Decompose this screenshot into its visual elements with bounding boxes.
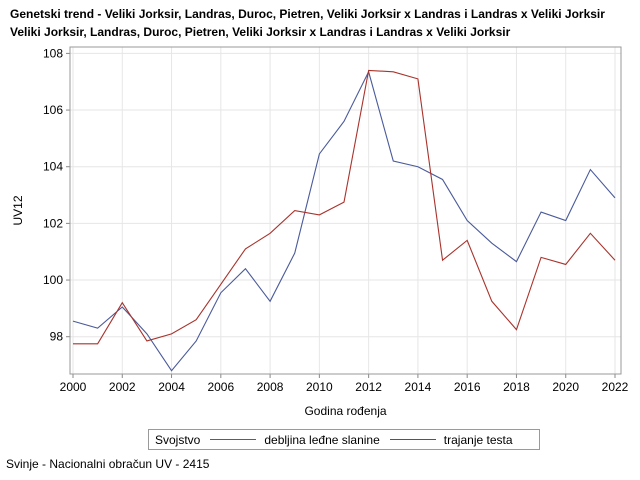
plot-frame — [69, 46, 622, 375]
x-axis-label: Godina rođenja — [304, 404, 386, 418]
y-tick-label: 108 — [43, 46, 63, 60]
x-tick-label: 2000 — [60, 380, 87, 394]
legend-swatch-blue — [210, 439, 257, 440]
x-tick-label: 2008 — [257, 380, 284, 394]
x-tick-label: 2018 — [503, 380, 530, 394]
y-tick-label: 98 — [50, 330, 64, 344]
x-tick-label: 2006 — [207, 380, 234, 394]
legend-swatch-red — [389, 439, 436, 440]
y-tick-label: 104 — [43, 160, 63, 174]
footnote: Svinje - Nacionalni obračun UV - 2415 — [6, 457, 210, 471]
x-tick-label: 2002 — [109, 380, 136, 394]
legend: Svojstvo debljina leđne slanine trajanje… — [148, 429, 540, 450]
legend-title: Svojstvo — [155, 432, 201, 447]
x-tick-label: 2010 — [306, 380, 333, 394]
x-tick-label: 2004 — [158, 380, 185, 394]
series-line-2 — [73, 69, 616, 345]
chart-subtitle: Veliki Jorksir, Landras, Duroc, Pietren,… — [10, 25, 511, 39]
y-tick-label: 100 — [43, 273, 63, 287]
x-tick-label: 2016 — [454, 380, 481, 394]
x-tick-label: 2012 — [355, 380, 382, 394]
x-tick-label: 2014 — [405, 380, 432, 394]
x-tick-label: 2022 — [602, 380, 629, 394]
y-tick-label: 106 — [43, 103, 63, 117]
y-tick-label: 102 — [43, 216, 63, 230]
legend-label-series-2: trajanje testa — [443, 432, 513, 447]
series-line-1 — [72, 70, 616, 372]
y-axis-label: UV12 — [11, 195, 25, 225]
x-tick-label: 2020 — [552, 380, 579, 394]
chart-title: Genetski trend - Veliki Jorksir, Landras… — [10, 7, 605, 21]
legend-label-series-1: debljina leđne slanine — [264, 432, 380, 447]
